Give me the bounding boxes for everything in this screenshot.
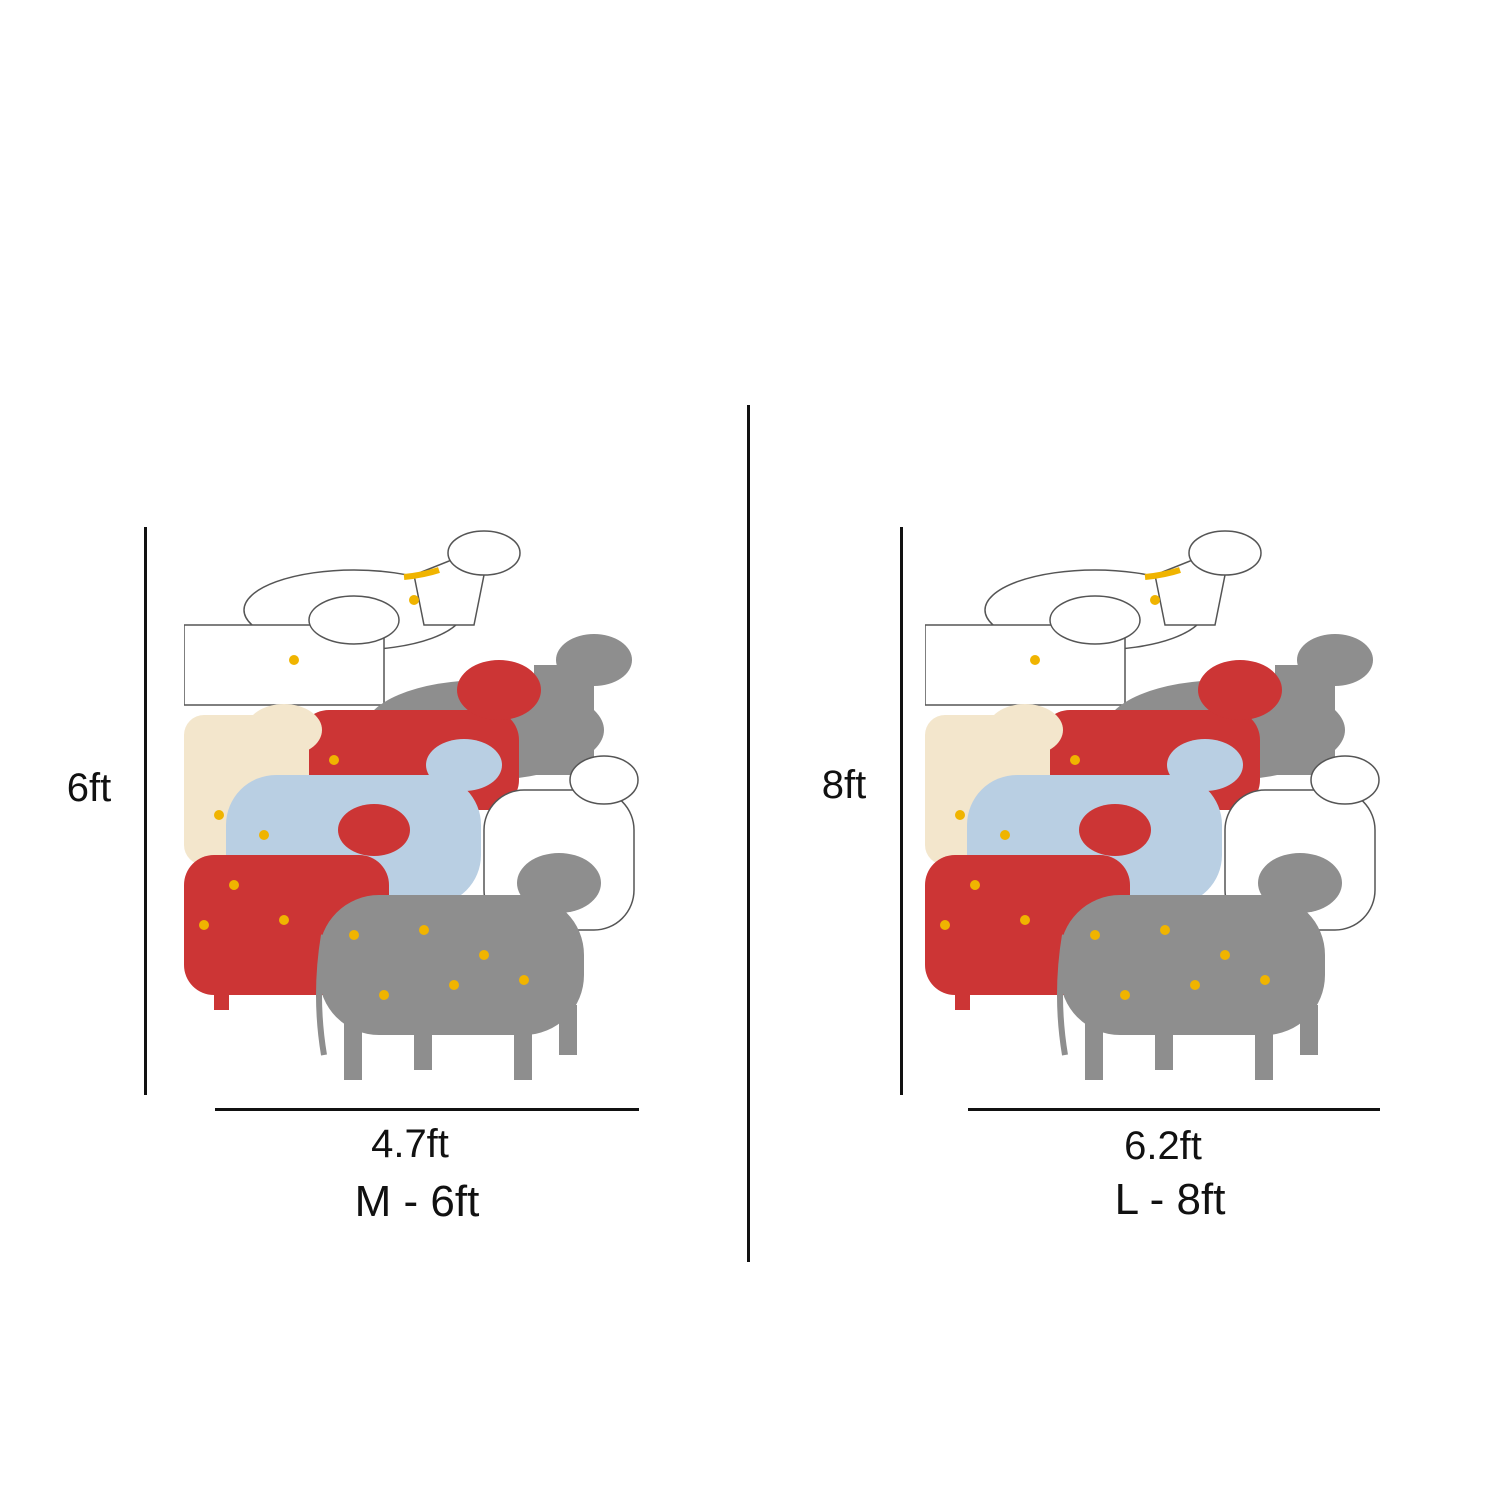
height-dimension-line <box>144 527 147 1095</box>
width-dimension-line <box>215 1108 639 1111</box>
size-label: M - 6ft <box>354 1177 480 1226</box>
width-label: 6.2ft <box>1124 1124 1202 1168</box>
height-label: 8ft <box>821 763 867 807</box>
size-label: L - 8ft <box>1114 1175 1226 1224</box>
panel-divider <box>747 405 750 1262</box>
width-label: 4.7ft <box>371 1122 449 1166</box>
width-dimension-line <box>968 1108 1380 1111</box>
cow-mural-image <box>925 515 1381 1090</box>
cow-mural-image <box>184 515 640 1090</box>
height-label: 6ft <box>66 766 112 810</box>
height-dimension-line <box>900 527 903 1095</box>
